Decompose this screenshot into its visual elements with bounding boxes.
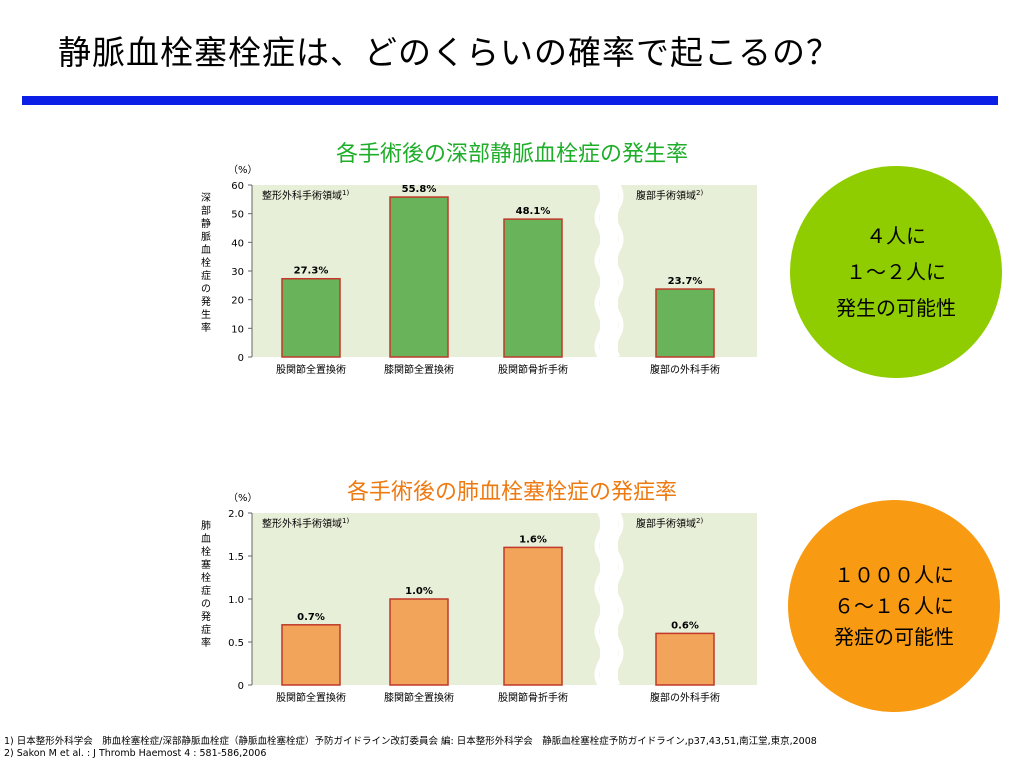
- bar-value-label: 55.8%: [402, 184, 437, 195]
- category-label: 股関節全置換術: [276, 363, 346, 376]
- y-tick-label: 30: [231, 267, 244, 278]
- category-label: 膝関節全置換術: [384, 691, 454, 704]
- bubble-line: １０００人に: [834, 562, 954, 587]
- bar: [655, 632, 715, 686]
- dvt-incidence-chart: 0 10 20 30 40 50 60 （%） 深部静脈血栓症の発生率 整形外科手術領域1) 腹部手…: [201, 164, 757, 376]
- category-label: 股関節骨折手術: [498, 691, 568, 704]
- pe-risk-bubble: １０００人に ６～１６人に 発症の可能性: [788, 500, 1000, 712]
- bar-value-label: 23.7%: [668, 276, 703, 287]
- category-label: 膝関節全置換術: [384, 363, 454, 376]
- bar: [655, 288, 715, 358]
- y-tick-label: 50: [231, 210, 244, 221]
- group-label: 整形外科手術領域1): [262, 517, 349, 530]
- y-tick-label: 0.5: [228, 638, 244, 649]
- title-divider: [22, 96, 998, 105]
- bar: [281, 624, 341, 686]
- dvt-risk-bubble: ４人に １～２人に 発生の可能性: [790, 166, 1002, 378]
- bar-value-label: 0.6%: [671, 620, 699, 631]
- bubble-line: ４人に: [866, 224, 926, 248]
- bar-value-label: 1.6%: [519, 534, 547, 545]
- bar-value-label: 27.3%: [294, 266, 329, 277]
- y-tick-label: 0: [238, 681, 244, 692]
- category-label: 腹部の外科手術: [650, 363, 720, 376]
- bar-value-label: 48.1%: [516, 206, 551, 217]
- axis-break-left: [594, 505, 606, 687]
- group-label: 腹部手術領域2): [636, 189, 703, 202]
- y-tick-label: 20: [231, 296, 244, 307]
- pe-incidence-chart: 0 0.5 1.0 1.5 2.0 （%） 肺血栓塞栓症の発症率 整形外科手術領域1) 腹部手術…: [201, 492, 757, 704]
- footnote-2: 2) Sakon M et al. : J Thromb Haemost 4 :…: [4, 748, 267, 759]
- bubble-line: １～２人に: [846, 260, 946, 284]
- bubble-line: 発症の可能性: [834, 624, 954, 649]
- y-tick-label: 2.0: [228, 509, 244, 520]
- bubble-line: ６～１６人に: [834, 593, 954, 618]
- bar: [389, 598, 449, 686]
- axis-break-right: [612, 505, 624, 687]
- y-unit-label: （%）: [228, 492, 258, 504]
- y-unit-label: （%）: [228, 164, 258, 176]
- y-tick-label: 10: [231, 324, 244, 335]
- bar: [281, 277, 341, 358]
- y-tick-label: 1.5: [228, 552, 244, 563]
- group-label: 整形外科手術領域1): [262, 189, 349, 202]
- bar: [389, 196, 449, 358]
- page-title: 静脈血栓塞栓症は、どのくらいの確率で起こるの？: [58, 33, 840, 72]
- chart2-title: 各手術後の肺血栓塞栓症の発症率: [346, 480, 677, 505]
- axis-break-right: [612, 177, 624, 359]
- bubble-line: 発生の可能性: [836, 296, 956, 320]
- bar: [503, 546, 563, 686]
- bar-value-label: 1.0%: [405, 586, 433, 597]
- bar-value-label: 0.7%: [297, 612, 325, 623]
- axis-break-left: [594, 177, 606, 359]
- chart1-title: 各手術後の深部静脈血栓症の発生率: [335, 142, 688, 167]
- y-axis-label: 深部静脈血栓症の発生率: [201, 192, 211, 334]
- group-label: 腹部手術領域2): [636, 517, 703, 530]
- y-tick-label: 0: [238, 353, 244, 364]
- category-label: 腹部の外科手術: [650, 691, 720, 704]
- y-tick-label: 40: [231, 238, 244, 249]
- y-tick-label: 1.0: [228, 595, 244, 606]
- category-label: 股関節骨折手術: [498, 363, 568, 376]
- category-label: 股関節全置換術: [276, 691, 346, 704]
- footnote-1: 1) 日本整形外科学会 肺血栓塞栓症/深部静脈血栓症（静脈血栓塞栓症）予防ガイド…: [4, 736, 817, 747]
- y-tick-label: 60: [231, 181, 244, 192]
- bar: [503, 218, 563, 358]
- y-axis-label: 肺血栓塞栓症の発症率: [201, 520, 211, 649]
